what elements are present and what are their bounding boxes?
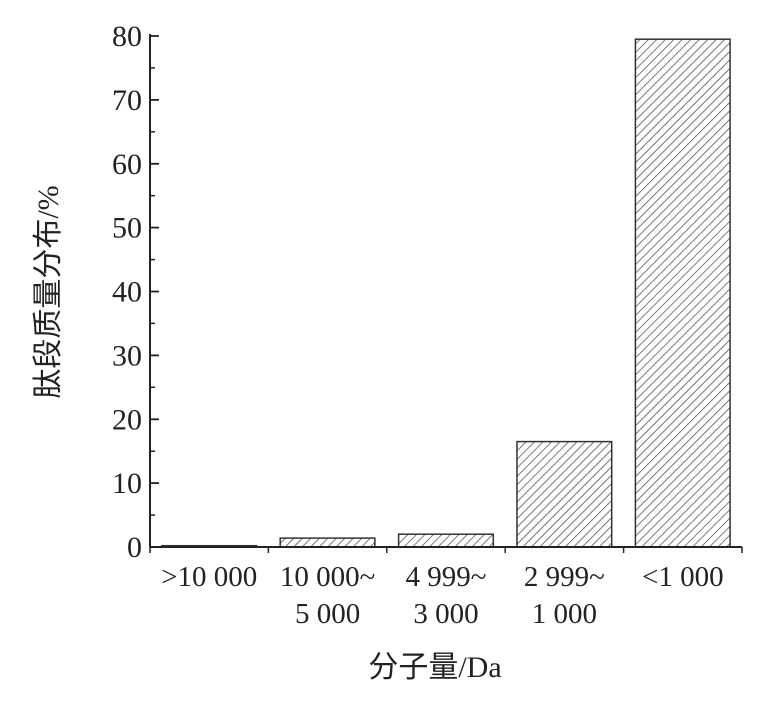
x-tick-label-1: >10 000: [161, 561, 257, 593]
bar-2: [279, 537, 376, 548]
x-tick-label-4-line-1: 2 999~: [524, 561, 605, 593]
x-axis-title: 分子量/Da: [368, 651, 501, 684]
labels-layer: >10 000 10 000~ 5 000 4 999~ 3 000 2 999~ 1 00…: [112, 20, 724, 630]
y-tick-label-20: 20: [112, 403, 142, 436]
bar-5: [634, 38, 731, 548]
y-tick-label-30: 30: [112, 339, 142, 372]
x-tick-label-5: <1 000: [642, 561, 724, 593]
y-tick-label-50: 50: [112, 212, 142, 245]
x-tick-label-2-line-2: 5 000: [295, 598, 360, 630]
y-tick-label-0: 0: [127, 531, 142, 564]
bars-layer: [161, 38, 731, 548]
y-tick-label-10: 10: [112, 467, 142, 500]
y-tick-label-40: 40: [112, 276, 142, 309]
axes-layer: [149, 34, 743, 553]
y-tick-label-70: 70: [112, 84, 142, 117]
x-tick-label-3-line-2: 3 000: [413, 598, 478, 630]
bar-3: [397, 533, 495, 548]
x-tick-label-3-line-1: 4 999~: [406, 561, 487, 593]
y-tick-label-60: 60: [112, 148, 142, 181]
x-tick-label-2-line-1: 10 000~: [280, 561, 375, 593]
bar-4: [516, 440, 613, 548]
x-tick-label-4-line-2: 1 000: [532, 598, 597, 630]
y-tick-label-80: 80: [112, 20, 142, 53]
y-axis-title: 肽段质量分布/%: [32, 185, 65, 398]
